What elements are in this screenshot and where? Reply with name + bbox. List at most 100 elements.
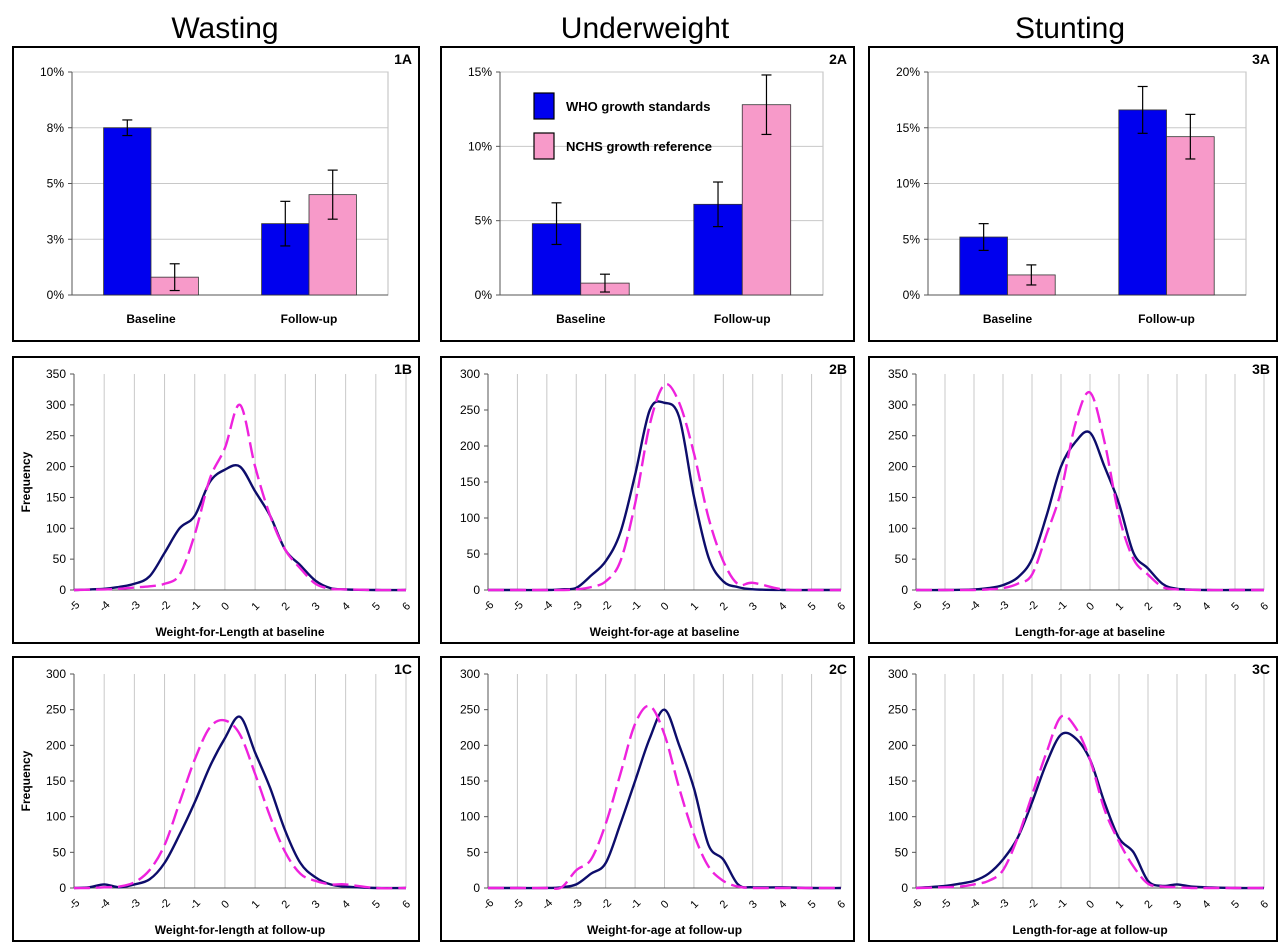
x-tick-label: 5 <box>370 600 383 613</box>
y-tick-label: 0% <box>47 288 65 302</box>
chart-panel-1b: 1B -5 -4 -3 -2 -1 0 1 2 3 4 5 6 0 50 100 150 200 250 300 350… <box>12 356 420 644</box>
x-tick-label: 0 <box>1084 898 1097 911</box>
x-tick-label: 3 <box>747 898 760 911</box>
bar-who <box>1118 109 1167 296</box>
y-tick-label: 8% <box>47 121 65 135</box>
x-tick-label: 2 <box>280 898 293 911</box>
x-tick-label: 4 <box>1200 600 1213 613</box>
y-tick-label: 250 <box>46 703 66 717</box>
chart-panel-3a: 3A 0% 5% 10% 15% 20% Baseline Follow-up <box>868 46 1278 342</box>
x-tick-label: 2 <box>280 600 293 613</box>
x-tick-label: -5 <box>938 897 953 912</box>
y-tick-label: 5% <box>47 177 65 191</box>
bar-nchs <box>1166 136 1215 296</box>
y-tick-label: 10% <box>468 139 492 153</box>
x-tick-label: -3 <box>127 897 142 912</box>
panel-label: 2C <box>829 661 847 677</box>
y-tick-label: 300 <box>888 667 908 681</box>
chart-svg-2b: 2B -6 -5 -4 -3 -2 -1 0 1 2 3 4 5 6 0 50 100 150 200 250 300 W… <box>460 361 848 639</box>
x-tick-label: 3 <box>310 898 323 911</box>
panel-label: 2B <box>829 361 847 377</box>
x-tick-label: 1 <box>249 898 262 911</box>
y-tick-label: 5% <box>475 214 493 228</box>
category-label: Follow-up <box>714 312 771 326</box>
chart-panel-1a: 1A 0% 3% 5% 8% 10% Baseline Follow-up <box>12 46 420 342</box>
x-tick-label: 6 <box>1258 600 1271 613</box>
panel-label: 1C <box>394 661 412 677</box>
column-title-wasting: Wasting <box>171 12 279 45</box>
x-tick-label: 4 <box>776 898 789 911</box>
series-line-who <box>915 731 1265 890</box>
x-tick-label: -2 <box>158 897 173 912</box>
y-tick-label: 3% <box>47 232 65 246</box>
y-axis-label: Frequency <box>19 750 33 811</box>
x-tick-label: 6 <box>1258 898 1271 911</box>
x-tick-label: 3 <box>1171 898 1184 911</box>
x-tick-label: -4 <box>967 897 982 912</box>
x-tick-label: 0 <box>1084 600 1097 613</box>
x-tick-label: -4 <box>97 599 112 614</box>
x-tick-label: -1 <box>1054 599 1069 614</box>
y-tick-label: 10% <box>40 65 64 79</box>
x-tick-label: -2 <box>158 599 173 614</box>
x-axis-label: Weight-for-age at follow-up <box>587 923 742 937</box>
chart-panel-2b: 2B -6 -5 -4 -3 -2 -1 0 1 2 3 4 5 6 0 50 100 150 200 250 300 W… <box>440 356 855 644</box>
y-tick-label: 100 <box>460 511 480 525</box>
chart-svg-1b: 1B -5 -4 -3 -2 -1 0 1 2 3 4 5 6 0 50 100 150 200 250 300 350… <box>19 361 413 639</box>
x-tick-label: 4 <box>1200 898 1213 911</box>
x-tick-label: -5 <box>67 599 82 614</box>
x-tick-label: 5 <box>806 898 819 911</box>
x-tick-label: -1 <box>628 599 643 614</box>
y-tick-label: 350 <box>888 367 908 381</box>
category-label: Follow-up <box>1138 312 1195 326</box>
x-tick-label: 3 <box>310 600 323 613</box>
y-tick-label: 50 <box>895 845 909 859</box>
x-tick-label: 6 <box>400 898 413 911</box>
y-tick-label: 300 <box>46 398 66 412</box>
panel-label: 3C <box>1252 661 1270 677</box>
x-axis-label: Weight-for-age at baseline <box>590 625 740 639</box>
y-tick-label: 200 <box>46 460 66 474</box>
x-tick-label: -4 <box>967 599 982 614</box>
chart-svg-3b: 3B -6 -5 -4 -3 -2 -1 0 1 2 3 4 5 6 0 50 100 150 200 250 300 3… <box>888 361 1271 639</box>
bar-nchs <box>741 104 792 296</box>
x-tick-label: 4 <box>340 600 353 613</box>
y-tick-label: 100 <box>46 521 66 535</box>
legend-swatch <box>533 92 555 120</box>
y-tick-label: 150 <box>888 774 908 788</box>
bar-who <box>103 127 152 296</box>
chart-panel-3b: 3B -6 -5 -4 -3 -2 -1 0 1 2 3 4 5 6 0 50 100 150 200 250 300 3… <box>868 356 1278 644</box>
y-tick-label: 0 <box>59 583 66 597</box>
x-tick-label: 0 <box>659 600 672 613</box>
panel-label: 2A <box>829 51 847 67</box>
y-tick-label: 50 <box>467 845 481 859</box>
x-tick-label: -4 <box>97 897 112 912</box>
category-label: Baseline <box>556 312 606 326</box>
column-title-underweight: Underweight <box>560 12 730 45</box>
chart-panel-1c: 1C -5 -4 -3 -2 -1 0 1 2 3 4 5 6 0 50 100 150 200 250 300 Fre… <box>12 656 420 942</box>
y-tick-label: 50 <box>467 547 481 561</box>
y-tick-label: 100 <box>46 810 66 824</box>
y-tick-label: 0 <box>473 881 480 895</box>
panel-label: 1A <box>394 51 412 67</box>
category-label: Follow-up <box>281 312 338 326</box>
y-tick-label: 50 <box>53 845 67 859</box>
y-tick-label: 300 <box>460 667 480 681</box>
y-tick-label: 350 <box>46 367 66 381</box>
y-tick-label: 150 <box>460 475 480 489</box>
series-line-nchs <box>73 718 407 890</box>
y-tick-label: 15% <box>468 65 492 79</box>
x-tick-label: -6 <box>909 897 924 912</box>
x-tick-label: -1 <box>628 897 643 912</box>
x-tick-label: -5 <box>67 897 82 912</box>
y-tick-label: 150 <box>888 490 908 504</box>
y-tick-label: 0% <box>475 288 493 302</box>
y-tick-label: 0 <box>901 881 908 895</box>
x-tick-label: -4 <box>540 897 555 912</box>
chart-svg-3c: 3C -6 -5 -4 -3 -2 -1 0 1 2 3 4 5 6 0 50 100 150 200 250 300 L… <box>888 661 1271 937</box>
y-tick-label: 200 <box>888 738 908 752</box>
legend-swatch <box>533 132 555 160</box>
chart-svg-2a: 2A 0% 5% 10% 15% Baseline Follow-up WHO growth … <box>468 51 847 326</box>
x-tick-label: -6 <box>909 599 924 614</box>
y-tick-label: 5% <box>903 232 921 246</box>
